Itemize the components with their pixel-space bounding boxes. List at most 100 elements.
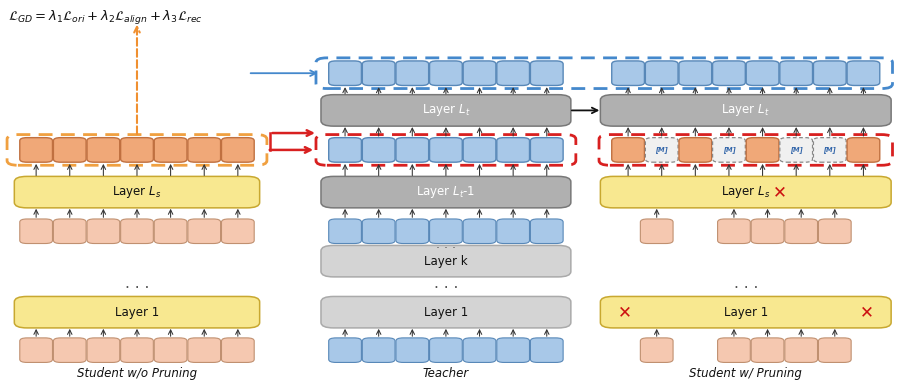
FancyBboxPatch shape bbox=[396, 338, 429, 362]
FancyBboxPatch shape bbox=[155, 338, 187, 362]
FancyBboxPatch shape bbox=[601, 95, 891, 126]
FancyBboxPatch shape bbox=[54, 338, 86, 362]
Text: Layer $L_t$: Layer $L_t$ bbox=[421, 102, 470, 119]
FancyBboxPatch shape bbox=[20, 219, 53, 244]
FancyBboxPatch shape bbox=[321, 176, 571, 208]
FancyBboxPatch shape bbox=[20, 138, 53, 162]
FancyBboxPatch shape bbox=[713, 61, 745, 85]
FancyBboxPatch shape bbox=[814, 138, 846, 162]
FancyBboxPatch shape bbox=[329, 219, 361, 244]
FancyBboxPatch shape bbox=[121, 138, 154, 162]
FancyBboxPatch shape bbox=[780, 138, 813, 162]
FancyBboxPatch shape bbox=[641, 219, 673, 244]
Text: [M]: [M] bbox=[655, 146, 668, 153]
FancyBboxPatch shape bbox=[396, 219, 429, 244]
FancyBboxPatch shape bbox=[187, 138, 220, 162]
FancyBboxPatch shape bbox=[784, 338, 817, 362]
FancyBboxPatch shape bbox=[221, 338, 254, 362]
Text: ✕: ✕ bbox=[860, 303, 874, 321]
FancyBboxPatch shape bbox=[641, 338, 673, 362]
FancyBboxPatch shape bbox=[329, 138, 361, 162]
Text: Layer $L_s$: Layer $L_s$ bbox=[721, 184, 771, 200]
FancyBboxPatch shape bbox=[531, 61, 563, 85]
FancyBboxPatch shape bbox=[718, 338, 751, 362]
FancyBboxPatch shape bbox=[187, 338, 220, 362]
FancyBboxPatch shape bbox=[780, 61, 813, 85]
FancyBboxPatch shape bbox=[531, 138, 563, 162]
Text: Layer 1: Layer 1 bbox=[115, 306, 159, 319]
FancyBboxPatch shape bbox=[87, 219, 120, 244]
FancyBboxPatch shape bbox=[463, 338, 496, 362]
FancyBboxPatch shape bbox=[221, 219, 254, 244]
Text: [M]: [M] bbox=[824, 146, 836, 153]
Text: ✕: ✕ bbox=[618, 303, 632, 321]
Text: $\mathcal{L}_{GD} = \lambda_1\mathcal{L}_{ori} + \lambda_2\mathcal{L}_{align} + : $\mathcal{L}_{GD} = \lambda_1\mathcal{L}… bbox=[8, 9, 203, 27]
FancyBboxPatch shape bbox=[497, 338, 530, 362]
FancyBboxPatch shape bbox=[752, 338, 784, 362]
FancyBboxPatch shape bbox=[87, 138, 120, 162]
FancyBboxPatch shape bbox=[497, 219, 530, 244]
Text: . . .: . . . bbox=[733, 276, 758, 291]
FancyBboxPatch shape bbox=[497, 61, 530, 85]
FancyBboxPatch shape bbox=[847, 138, 880, 162]
FancyBboxPatch shape bbox=[329, 338, 361, 362]
Text: [M]: [M] bbox=[723, 146, 735, 153]
FancyBboxPatch shape bbox=[531, 219, 563, 244]
FancyBboxPatch shape bbox=[321, 246, 571, 277]
FancyBboxPatch shape bbox=[54, 219, 86, 244]
Text: Layer $L_t$-1: Layer $L_t$-1 bbox=[416, 184, 476, 200]
FancyBboxPatch shape bbox=[321, 95, 571, 126]
FancyBboxPatch shape bbox=[54, 138, 86, 162]
FancyBboxPatch shape bbox=[362, 138, 395, 162]
FancyBboxPatch shape bbox=[362, 219, 395, 244]
FancyBboxPatch shape bbox=[752, 219, 784, 244]
FancyBboxPatch shape bbox=[430, 219, 462, 244]
Text: . . .: . . . bbox=[125, 276, 149, 291]
Text: Layer $L_t$: Layer $L_t$ bbox=[722, 102, 770, 119]
FancyBboxPatch shape bbox=[20, 338, 53, 362]
FancyBboxPatch shape bbox=[430, 138, 462, 162]
Text: Student w/o Pruning: Student w/o Pruning bbox=[77, 367, 197, 380]
FancyBboxPatch shape bbox=[784, 219, 817, 244]
Text: . . .: . . . bbox=[434, 276, 458, 291]
FancyBboxPatch shape bbox=[430, 61, 462, 85]
FancyBboxPatch shape bbox=[814, 61, 846, 85]
FancyBboxPatch shape bbox=[463, 61, 496, 85]
Text: Teacher: Teacher bbox=[423, 367, 469, 380]
FancyBboxPatch shape bbox=[362, 338, 395, 362]
FancyBboxPatch shape bbox=[531, 338, 563, 362]
FancyBboxPatch shape bbox=[15, 176, 259, 208]
Text: Layer 1: Layer 1 bbox=[723, 306, 768, 319]
FancyBboxPatch shape bbox=[612, 138, 644, 162]
FancyBboxPatch shape bbox=[329, 61, 361, 85]
Text: Layer 1: Layer 1 bbox=[424, 306, 468, 319]
FancyBboxPatch shape bbox=[645, 61, 678, 85]
FancyBboxPatch shape bbox=[187, 219, 220, 244]
FancyBboxPatch shape bbox=[463, 138, 496, 162]
FancyBboxPatch shape bbox=[497, 138, 530, 162]
FancyBboxPatch shape bbox=[15, 296, 259, 328]
FancyBboxPatch shape bbox=[221, 138, 254, 162]
FancyBboxPatch shape bbox=[645, 138, 678, 162]
FancyBboxPatch shape bbox=[679, 138, 712, 162]
FancyBboxPatch shape bbox=[847, 61, 880, 85]
Text: Student w/ Pruning: Student w/ Pruning bbox=[689, 367, 803, 380]
FancyBboxPatch shape bbox=[718, 219, 751, 244]
FancyBboxPatch shape bbox=[396, 138, 429, 162]
FancyBboxPatch shape bbox=[87, 338, 120, 362]
FancyBboxPatch shape bbox=[362, 61, 395, 85]
FancyBboxPatch shape bbox=[155, 219, 187, 244]
FancyBboxPatch shape bbox=[818, 338, 851, 362]
FancyBboxPatch shape bbox=[601, 176, 891, 208]
Text: Layer $L_s$: Layer $L_s$ bbox=[113, 184, 162, 200]
FancyBboxPatch shape bbox=[679, 61, 712, 85]
Text: Layer k: Layer k bbox=[424, 254, 468, 268]
Text: ✕: ✕ bbox=[774, 183, 787, 201]
FancyBboxPatch shape bbox=[396, 61, 429, 85]
FancyBboxPatch shape bbox=[121, 338, 154, 362]
Text: . . .: . . . bbox=[436, 238, 456, 251]
FancyBboxPatch shape bbox=[121, 219, 154, 244]
FancyBboxPatch shape bbox=[601, 296, 891, 328]
FancyBboxPatch shape bbox=[713, 138, 745, 162]
FancyBboxPatch shape bbox=[746, 61, 779, 85]
